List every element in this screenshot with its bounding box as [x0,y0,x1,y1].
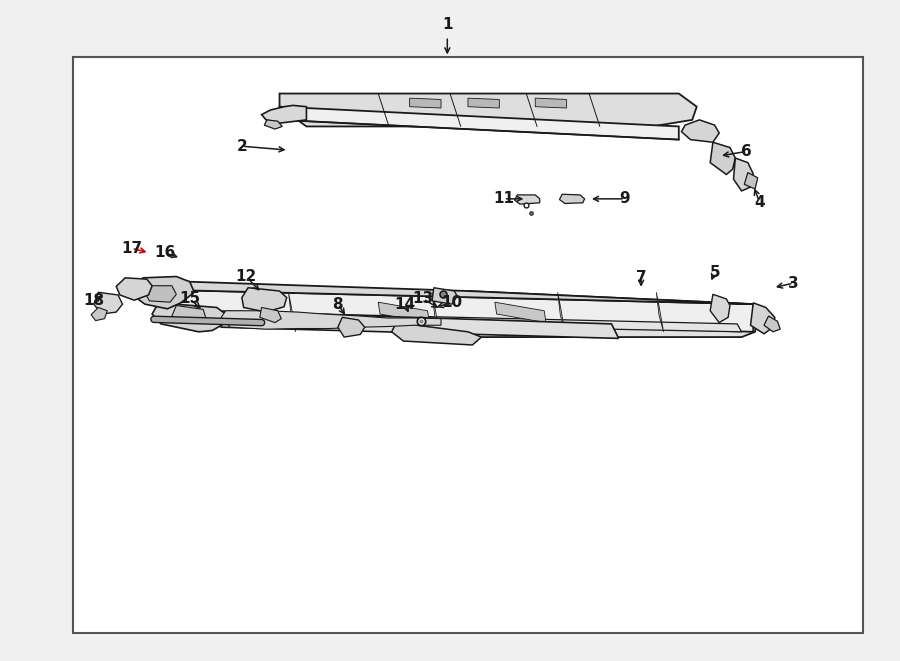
Polygon shape [744,173,758,189]
Text: 18: 18 [83,293,104,309]
Text: 5: 5 [709,265,720,280]
Polygon shape [410,98,441,108]
Polygon shape [131,276,194,309]
Polygon shape [280,94,697,126]
Polygon shape [515,195,540,204]
Polygon shape [212,311,618,338]
Text: 9: 9 [619,191,630,206]
Polygon shape [260,307,282,323]
Polygon shape [145,286,176,302]
Polygon shape [681,120,719,142]
Polygon shape [116,278,152,300]
Polygon shape [172,305,206,323]
Polygon shape [536,98,567,108]
Text: 1: 1 [442,17,453,32]
Polygon shape [734,158,753,191]
Text: 13: 13 [412,292,434,307]
Polygon shape [495,302,546,323]
Polygon shape [656,292,663,332]
Text: 17: 17 [121,241,142,256]
Polygon shape [392,323,482,345]
Text: 3: 3 [788,276,799,291]
Polygon shape [280,106,679,139]
Polygon shape [432,288,457,304]
Text: 16: 16 [154,245,176,260]
Polygon shape [265,120,283,129]
Polygon shape [459,291,760,337]
Text: 2: 2 [237,139,248,154]
Polygon shape [262,105,306,123]
Polygon shape [560,194,585,204]
Polygon shape [764,316,780,332]
Polygon shape [558,292,565,332]
Polygon shape [289,292,296,332]
Polygon shape [751,303,775,334]
Polygon shape [378,302,429,323]
Polygon shape [94,292,122,314]
Text: 10: 10 [441,295,463,310]
Text: 7: 7 [635,270,646,286]
Bar [73,58,863,633]
Polygon shape [338,317,364,337]
Text: 11: 11 [493,191,514,206]
Polygon shape [468,98,500,108]
Polygon shape [710,294,730,323]
Polygon shape [710,142,735,175]
Text: 14: 14 [394,297,416,312]
Polygon shape [432,292,439,332]
Text: 6: 6 [741,144,751,159]
Text: 15: 15 [179,292,201,307]
Text: 12: 12 [236,269,257,284]
Text: 4: 4 [754,194,765,210]
Polygon shape [152,303,226,332]
Polygon shape [242,288,287,312]
Polygon shape [158,290,753,332]
Polygon shape [221,311,441,329]
Polygon shape [91,307,107,321]
Text: 8: 8 [332,297,343,312]
Polygon shape [181,311,742,332]
Polygon shape [158,281,760,311]
